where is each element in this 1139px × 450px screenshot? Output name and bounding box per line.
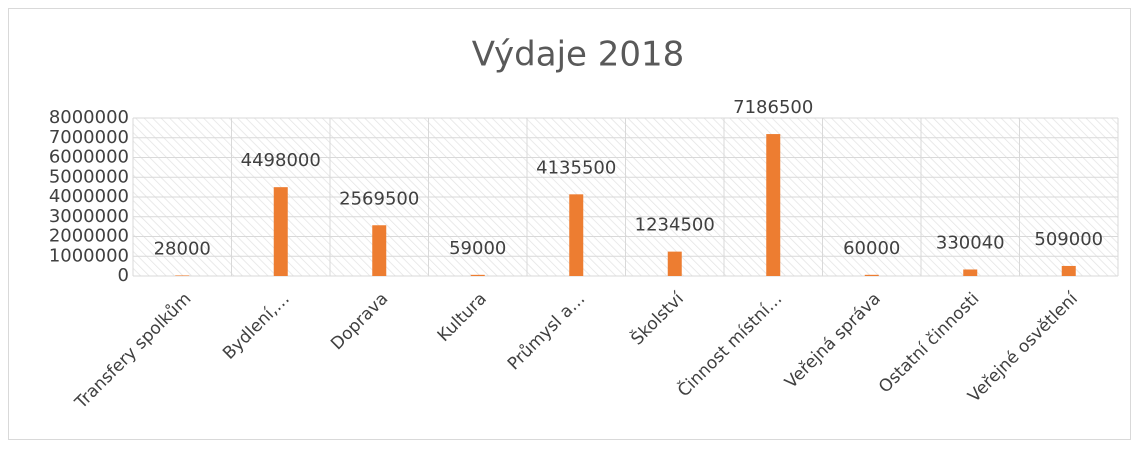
y-tick-label: 8000000 [49,107,129,128]
data-label: 2569500 [339,188,419,209]
bar [864,274,879,276]
bar [569,194,584,276]
data-label: 7186500 [733,97,813,118]
bar [1061,265,1076,276]
bar [175,275,190,276]
y-tick-label: 4000000 [49,186,129,207]
data-label: 330040 [936,232,1005,253]
y-tick-label: 3000000 [49,206,129,227]
bar [372,225,387,276]
chart-title: Výdaje 2018 [472,35,685,75]
data-label: 59000 [449,238,506,259]
y-tick-label: 2000000 [49,226,129,247]
y-tick-label: 0 [118,265,129,286]
bar [766,134,781,276]
data-label: 509000 [1034,229,1103,250]
y-tick-label: 5000000 [49,166,129,187]
bar [273,187,288,276]
data-label: 4498000 [241,150,321,171]
bar [470,274,485,276]
data-label: 4135500 [536,157,616,178]
bar [963,269,978,276]
data-label: 1234500 [635,215,715,236]
data-label: 28000 [154,238,211,259]
y-tick-label: 7000000 [49,127,129,148]
bar [667,251,682,276]
y-tick-label: 6000000 [49,147,129,168]
data-label: 60000 [843,238,900,259]
y-tick-label: 1000000 [49,245,129,266]
